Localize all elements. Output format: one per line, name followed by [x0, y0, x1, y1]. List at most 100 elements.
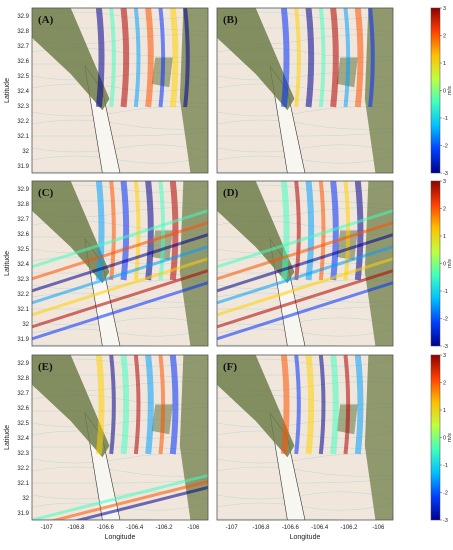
y-tick-label: 32.3: [17, 277, 29, 283]
mountain-range: [32, 8, 110, 111]
wave-band: [158, 355, 166, 455]
contour-line: [217, 304, 393, 310]
wave-band: [133, 8, 141, 108]
colorbar-tick-label: 2: [443, 207, 446, 213]
wave-band: [330, 8, 339, 108]
x-tick-label: -106: [372, 525, 385, 531]
y-tick-label: 32.9: [17, 361, 29, 367]
wave-streak: [32, 209, 208, 269]
y-axis-label: Latitude: [4, 78, 11, 103]
wave-streak: [217, 233, 393, 293]
wave-streak: [32, 257, 208, 317]
contour-line: [217, 502, 393, 511]
wave-band: [169, 8, 179, 108]
wave-streak: [217, 269, 393, 329]
panel-label: (A): [38, 14, 54, 26]
y-tick-label: 32.9: [17, 187, 29, 193]
panel-label: (C): [38, 187, 54, 199]
wave-band: [343, 8, 351, 108]
contour-line: [32, 119, 208, 130]
panel-label: (E): [38, 361, 53, 373]
contour-line: [32, 144, 208, 153]
colorbar: 3 2 1 0 -1 -2 -3 m/s: [430, 353, 453, 524]
colorbar-tick-label: -3: [443, 344, 448, 350]
axes: 31.9 32 32.1 32.2 32.3 32.4 32.5 32.6 32.7 32.8 32…: [4, 14, 385, 541]
wave-band: [169, 181, 179, 281]
x-tick-label: -106: [187, 525, 200, 531]
contour-line: [32, 502, 208, 511]
wave-band: [133, 355, 141, 455]
y-axis-label: Latitude: [4, 425, 11, 450]
wave-band: [330, 355, 339, 455]
colorbar-tick-label: -2: [443, 317, 448, 323]
wave-streak: [49, 479, 208, 520]
panel-frame: [216, 354, 394, 521]
contour-line: [217, 131, 393, 137]
y-tick-label: 32.8: [17, 29, 29, 35]
contour-line: [217, 119, 393, 130]
y-tick-label: 32.3: [17, 104, 29, 110]
wave-band: [169, 355, 179, 455]
wave-band: [145, 8, 154, 108]
wave-streak: [32, 221, 208, 281]
wave-band: [318, 8, 326, 108]
mountain-range: [217, 181, 295, 284]
colorbar: 3 2 1 0 -1 -2 -3 m/s: [430, 179, 453, 350]
y-tick-label: 32: [22, 322, 29, 328]
y-tick-label: 32.1: [17, 134, 29, 140]
wave-streak: [217, 221, 393, 281]
x-tick-label: -106.2: [155, 525, 173, 531]
y-tick-label: 31.9: [17, 511, 29, 517]
wave-band: [305, 355, 315, 455]
wave-band: [294, 355, 301, 455]
panel-label: (B): [223, 14, 238, 26]
panel-d: (D): [216, 180, 394, 347]
y-axis-label: Latitude: [4, 251, 11, 276]
wave-band: [109, 355, 116, 455]
contour-line: [217, 144, 393, 153]
wave-streak: [32, 269, 208, 329]
y-tick-label: 32.8: [17, 202, 29, 208]
panel-frame: [216, 7, 394, 174]
colorbar-tick-label: 0: [443, 89, 446, 95]
contour-line: [217, 466, 393, 477]
contour-line: [32, 304, 208, 310]
colorbar-tick-label: -3: [443, 518, 448, 524]
mountain-range: [32, 181, 110, 284]
y-tick-label: 32.7: [17, 391, 29, 397]
wave-band: [95, 355, 105, 455]
x-tick-label: -106.4: [126, 525, 144, 531]
wave-band: [318, 355, 326, 455]
mountain-range: [217, 355, 295, 458]
y-tick-label: 32.7: [17, 217, 29, 223]
colorbar-tick-label: 0: [443, 262, 446, 268]
colorbar-tick-label: -1: [443, 289, 448, 295]
contour-line: [32, 466, 208, 477]
y-tick-label: 32: [22, 149, 29, 155]
colorbars: 3 2 1 0 -1 -2 -3 m/s 3 2 1 0 -1 -2 -3 m/s 3 2 1 0 -1 -2 -3 m/s: [430, 6, 453, 524]
colorbar-tick-label: 3: [443, 179, 446, 185]
panel-frame: [31, 354, 209, 521]
y-tick-label: 32.2: [17, 466, 29, 472]
panel-f: (F): [216, 354, 394, 521]
panel-frame: [31, 180, 209, 347]
wave-streak: [217, 245, 393, 305]
contour-line: [217, 478, 393, 484]
panel-label: (D): [223, 187, 239, 199]
panel-b: (B): [216, 7, 394, 174]
y-tick-label: 32.4: [17, 89, 29, 95]
colorbar-tick-label: 0: [443, 436, 446, 442]
contour-line: [217, 317, 393, 326]
wave-band: [158, 181, 166, 281]
y-tick-label: 32.2: [17, 292, 29, 298]
wave-band: [109, 181, 116, 281]
contour-line: [32, 317, 208, 326]
contour-line: [32, 131, 208, 137]
panel-c: (C): [31, 180, 209, 347]
y-tick-label: 31.9: [17, 337, 29, 343]
wave-band: [280, 181, 290, 281]
panel-e: (E): [31, 354, 209, 521]
wave-band: [343, 181, 351, 281]
wave-band: [95, 8, 105, 108]
contour-line: [32, 155, 208, 164]
